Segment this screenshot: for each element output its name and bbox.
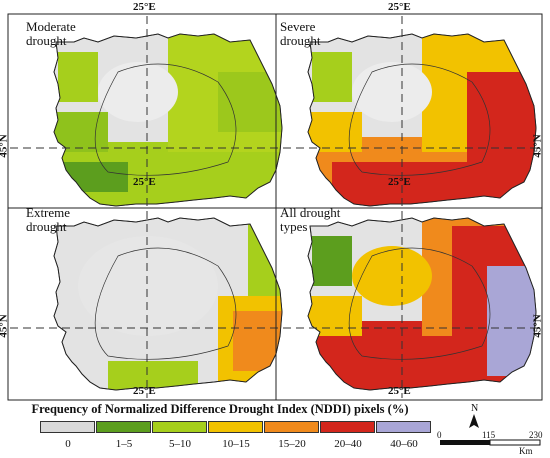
legend-label-2: 5–10 bbox=[169, 438, 191, 450]
scale-label-115: 115 bbox=[482, 430, 496, 440]
panel-moderate-map bbox=[53, 33, 283, 207]
panel-label-moderate: Moderate drought bbox=[26, 19, 76, 48]
scale-bar bbox=[440, 414, 541, 446]
legend-swatch-2 bbox=[152, 421, 207, 433]
legend-swatches bbox=[40, 421, 432, 433]
panel-label-extreme: Extreme drought bbox=[26, 205, 71, 234]
panel-severe-map bbox=[307, 33, 537, 207]
scale-unit-label: Km bbox=[519, 446, 533, 456]
legend-label-3: 10–15 bbox=[222, 438, 250, 450]
legend-label-6: 40–60 bbox=[390, 438, 418, 450]
latitude-label-left-upper: 45°N bbox=[0, 134, 10, 158]
north-arrow-icon bbox=[469, 414, 479, 428]
legend-title: Frequency of Normalized Difference Droug… bbox=[31, 402, 409, 416]
legend-swatch-1 bbox=[96, 421, 151, 433]
latitude-label-left-lower: 45°N bbox=[0, 314, 10, 338]
latitude-label-right-lower: 45°N bbox=[531, 314, 544, 338]
scale-label-230: 230 bbox=[529, 430, 543, 440]
panel-extreme-map bbox=[53, 217, 283, 391]
panel-all-map bbox=[307, 217, 537, 391]
graticule bbox=[10, 16, 540, 398]
panel-label-severe: Severe drought bbox=[280, 19, 321, 48]
latitude-label-right-upper: 45°N bbox=[531, 134, 544, 158]
scale-label-0: 0 bbox=[437, 430, 442, 440]
legend-swatch-5 bbox=[320, 421, 375, 433]
longitude-label-bottom-right: 25°E bbox=[388, 385, 411, 397]
longitude-label-mid-right: 25°E bbox=[388, 176, 411, 188]
legend-swatch-4 bbox=[264, 421, 319, 433]
north-label: N bbox=[471, 403, 479, 414]
panel-label-all: All drought types bbox=[280, 205, 341, 234]
legend-label-4: 15–20 bbox=[278, 438, 306, 450]
longitude-label-top-left: 25°E bbox=[133, 1, 156, 13]
longitude-label-top-right: 25°E bbox=[388, 1, 411, 13]
legend-swatch-3 bbox=[208, 421, 263, 433]
legend-label-1: 1–5 bbox=[115, 438, 133, 450]
legend-label-0: 0 bbox=[65, 438, 71, 450]
legend-swatch-0 bbox=[40, 421, 95, 433]
longitude-label-mid-left: 25°E bbox=[133, 176, 156, 188]
legend-label-5: 20–40 bbox=[334, 438, 362, 450]
legend-swatch-6 bbox=[376, 421, 431, 433]
longitude-label-bottom-left: 25°E bbox=[133, 385, 156, 397]
